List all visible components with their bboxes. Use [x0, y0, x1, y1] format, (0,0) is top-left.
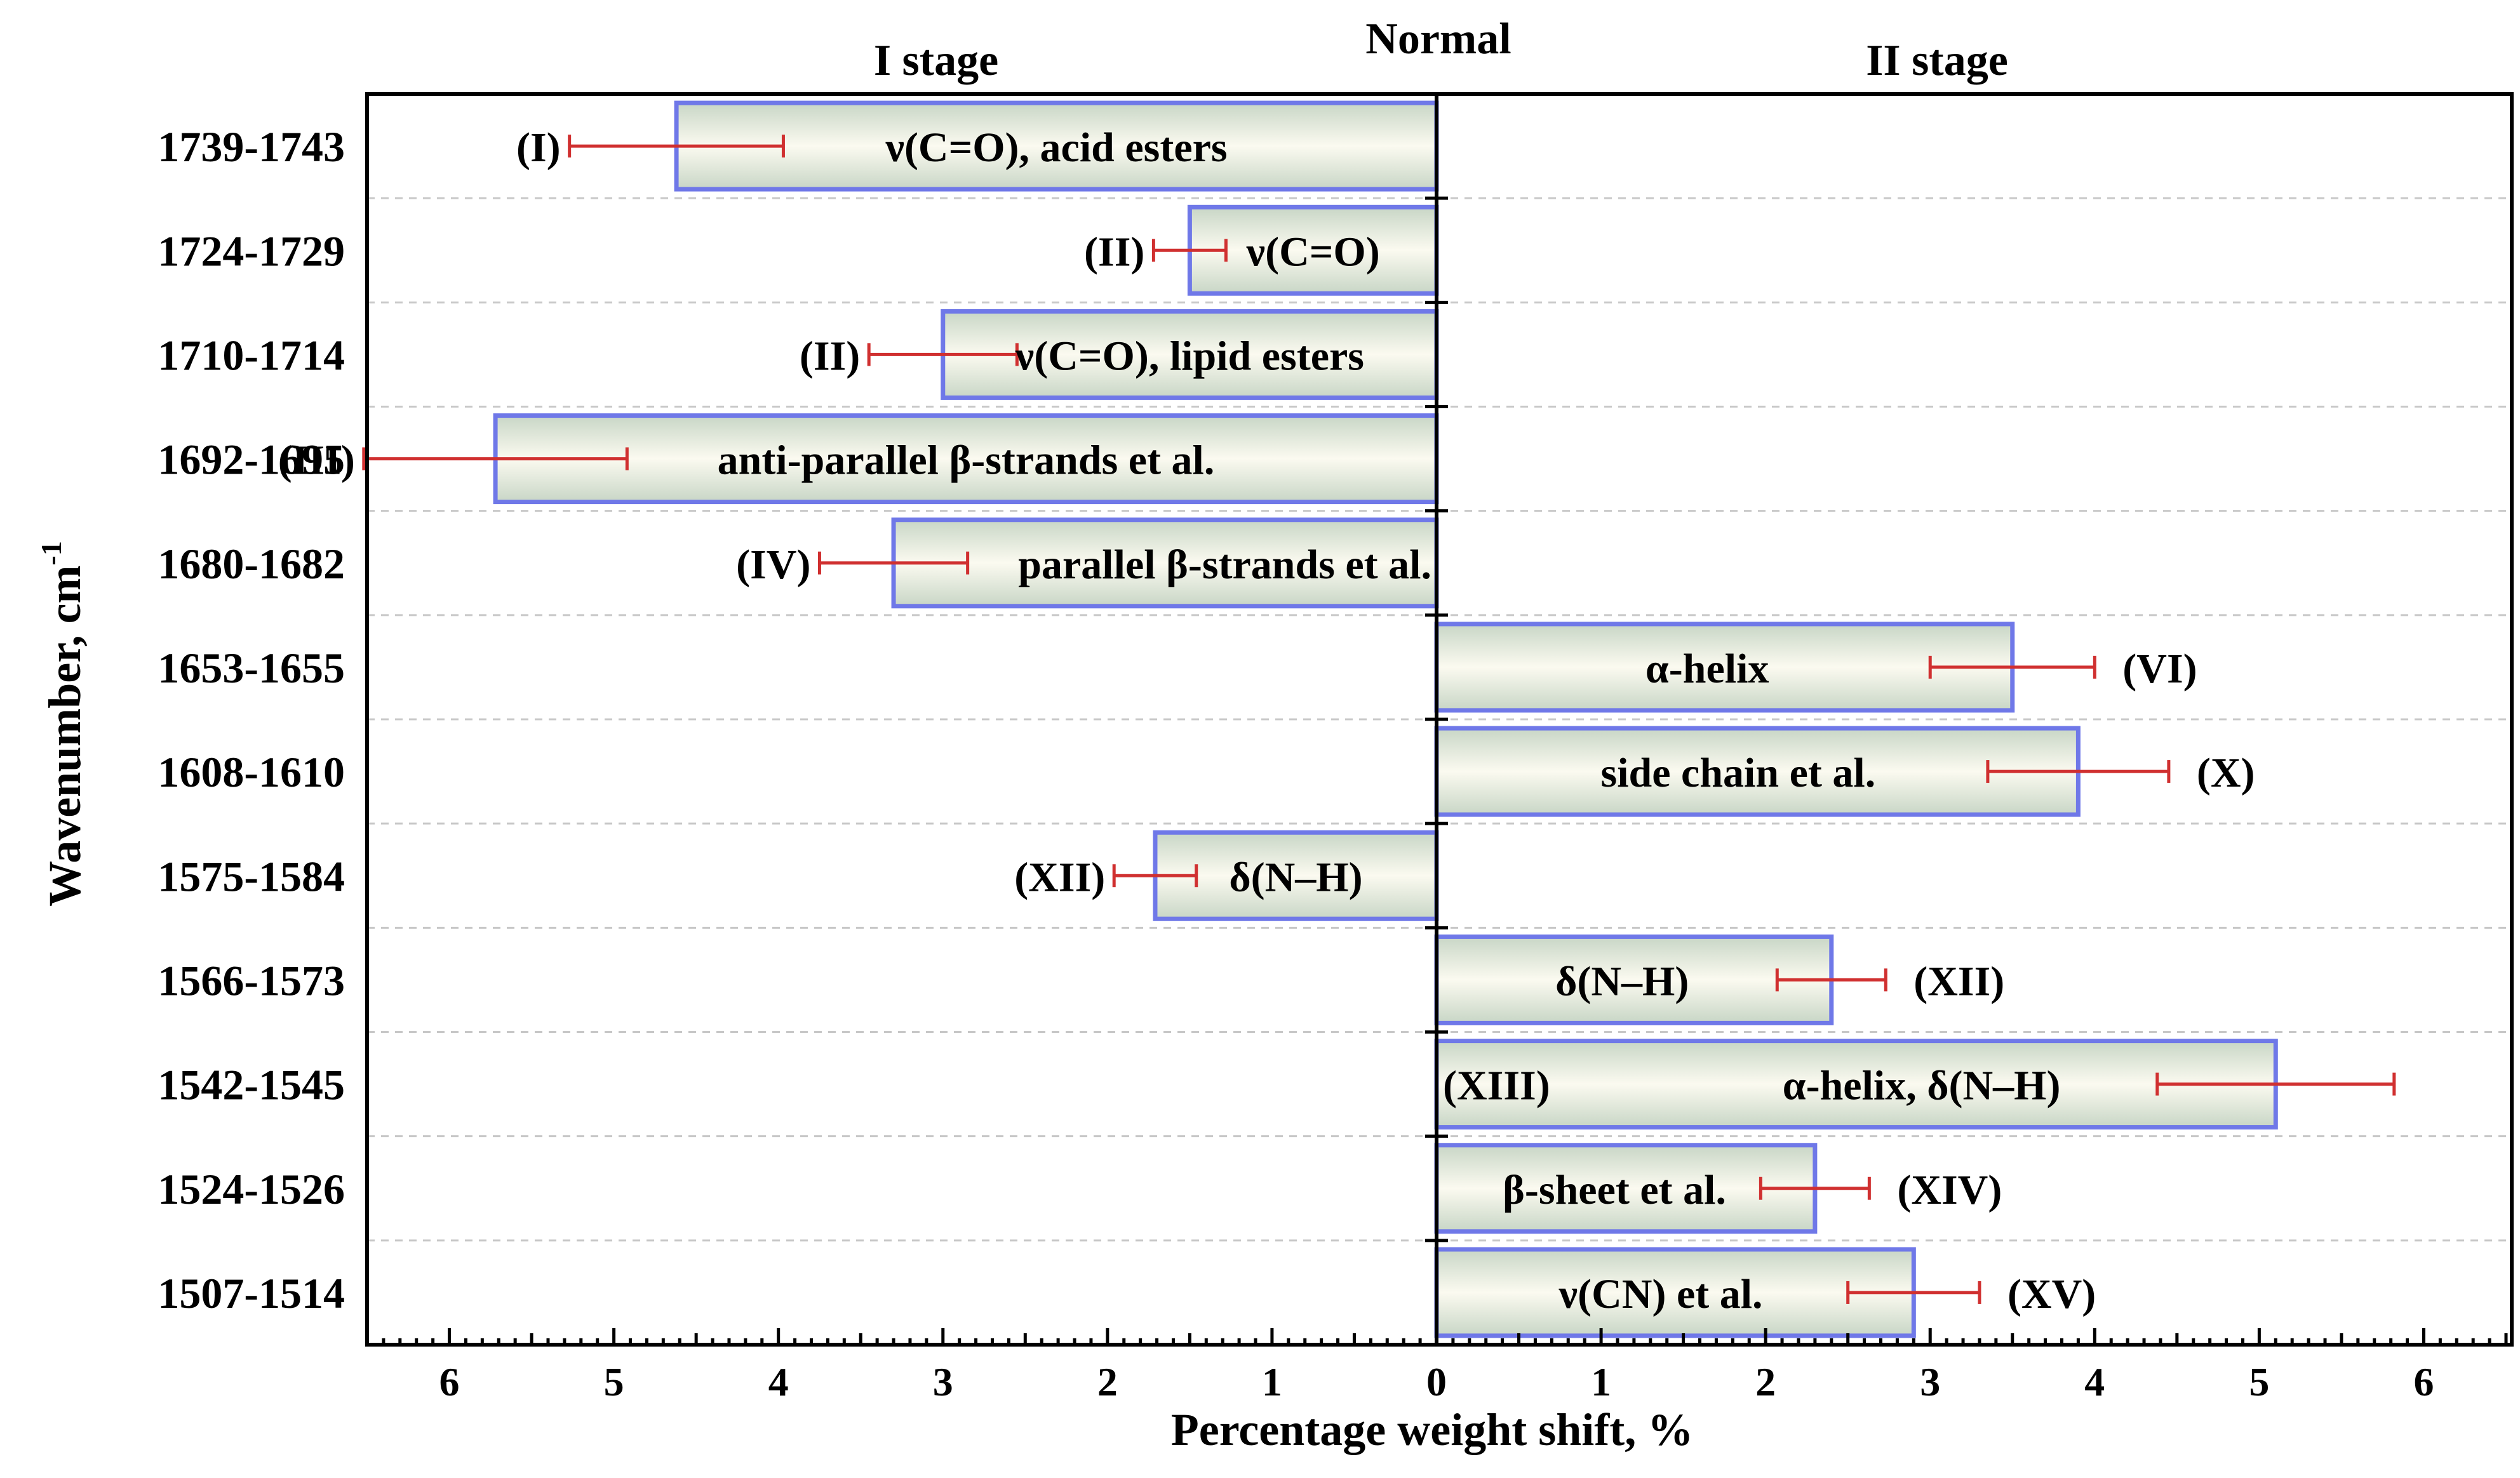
bar-label: side chain et al. [1601, 750, 1876, 796]
x-tick-label: 5 [2249, 1359, 2269, 1404]
bar-roman-label: (XIV) [1897, 1167, 2002, 1213]
y-category-label: 1575-1584 [158, 852, 345, 900]
x-tick-label: 5 [604, 1359, 624, 1404]
bar [674, 100, 1439, 192]
bar-roman-label: (VI) [2122, 646, 2197, 692]
bar-roman-label: (XII) [1014, 854, 1105, 900]
bar [1153, 830, 1439, 921]
bar-label: parallel β-strands et al. [1018, 542, 1431, 588]
x-tick-label: 4 [768, 1359, 789, 1404]
x-tick-label: 3 [1920, 1359, 1940, 1404]
bar-roman-label: (III) [278, 437, 355, 484]
y-category-label: 1653-1655 [158, 644, 345, 692]
bar-roman-label: (II) [800, 333, 860, 379]
category-labels: 1739-1743 1724-1729 1710-1714 1692-1695 1680… [158, 123, 345, 1317]
y-axis-title: Wavenumber, cm-1 [35, 541, 90, 907]
right-section-label: II stage [1866, 36, 2008, 85]
x-tick-label: 4 [2084, 1359, 2105, 1404]
y-category-label: 1739-1743 [158, 123, 345, 171]
y-axis-title-text: Wavenumber, cm [39, 566, 90, 907]
bar-label: α-helix [1645, 646, 1769, 692]
x-tick-label: 1 [1591, 1359, 1611, 1404]
y-category-label: 1680-1682 [158, 540, 345, 588]
y-axis-title-group: Wavenumber, cm-1 [35, 541, 90, 907]
left-section-label: I stage [874, 36, 998, 85]
chart-title: Normal [1365, 15, 1511, 63]
y-category-label: 1692-1695 [158, 436, 345, 484]
x-axis-ticks: 6 5 4 3 2 1 0 1 2 3 4 5 6 [365, 1328, 2508, 1404]
y-category-label: 1507-1514 [158, 1269, 345, 1317]
bar-label: δ(N–H) [1555, 958, 1689, 1004]
gridlines [367, 196, 2512, 1242]
y-axis-title-superscript: -1 [35, 541, 67, 565]
y-category-label: 1710-1714 [158, 331, 345, 379]
bar [1187, 204, 1439, 296]
x-axis-title: Percentage weight shift, % [1171, 1404, 1693, 1455]
bar-label: ν(C=O), acid esters [885, 124, 1227, 171]
bar-labels-layer: ν(C=O), acid esters (I) ν(C=O) (II) ν(C=O), … [278, 124, 2255, 1317]
bar-roman-label: (II) [1084, 229, 1144, 275]
bar [1434, 1247, 1916, 1338]
bar-roman-label: (XIII) [1443, 1063, 1550, 1109]
x-tick-label: 6 [439, 1359, 460, 1404]
bar [1434, 726, 2081, 817]
y-category-label: 1724-1729 [158, 227, 345, 275]
bar [493, 413, 1439, 505]
bar-label: β-sheet et al. [1503, 1167, 1726, 1213]
x-tick-label: 1 [1262, 1359, 1282, 1404]
y-category-label: 1608-1610 [158, 748, 345, 796]
bar-roman-label: (XV) [2007, 1271, 2096, 1317]
bar-label: δ(N–H) [1229, 854, 1362, 900]
bar-label: ν(C=O), lipid esters [1015, 333, 1364, 379]
bar-roman-label: (X) [2197, 750, 2255, 796]
x-tick-label: 2 [1755, 1359, 1776, 1404]
bar-label: anti-parallel β-strands et al. [718, 437, 1215, 484]
bar-roman-label: (I) [516, 124, 561, 171]
x-tick-label: 2 [1097, 1359, 1118, 1404]
bars-layer [493, 100, 2278, 1338]
plot-frame [365, 92, 2514, 1347]
bar-roman-label: (IV) [736, 542, 810, 588]
y-category-label: 1566-1573 [158, 956, 345, 1004]
error-bars-layer [362, 135, 2396, 1304]
x-tick-label: 0 [1426, 1359, 1447, 1404]
y-category-label: 1524-1526 [158, 1165, 345, 1213]
bar [941, 309, 1439, 400]
x-tick-label: 6 [2413, 1359, 2434, 1404]
y-category-label: 1542-1545 [158, 1061, 345, 1109]
bar-label: ν(C=O) [1246, 229, 1380, 275]
bar-roman-label: (XII) [1913, 958, 2004, 1004]
bar-label: α-helix, δ(N–H) [1783, 1063, 2061, 1109]
bar-label: ν(CN) et al. [1558, 1271, 1763, 1317]
x-tick-label: 3 [933, 1359, 953, 1404]
